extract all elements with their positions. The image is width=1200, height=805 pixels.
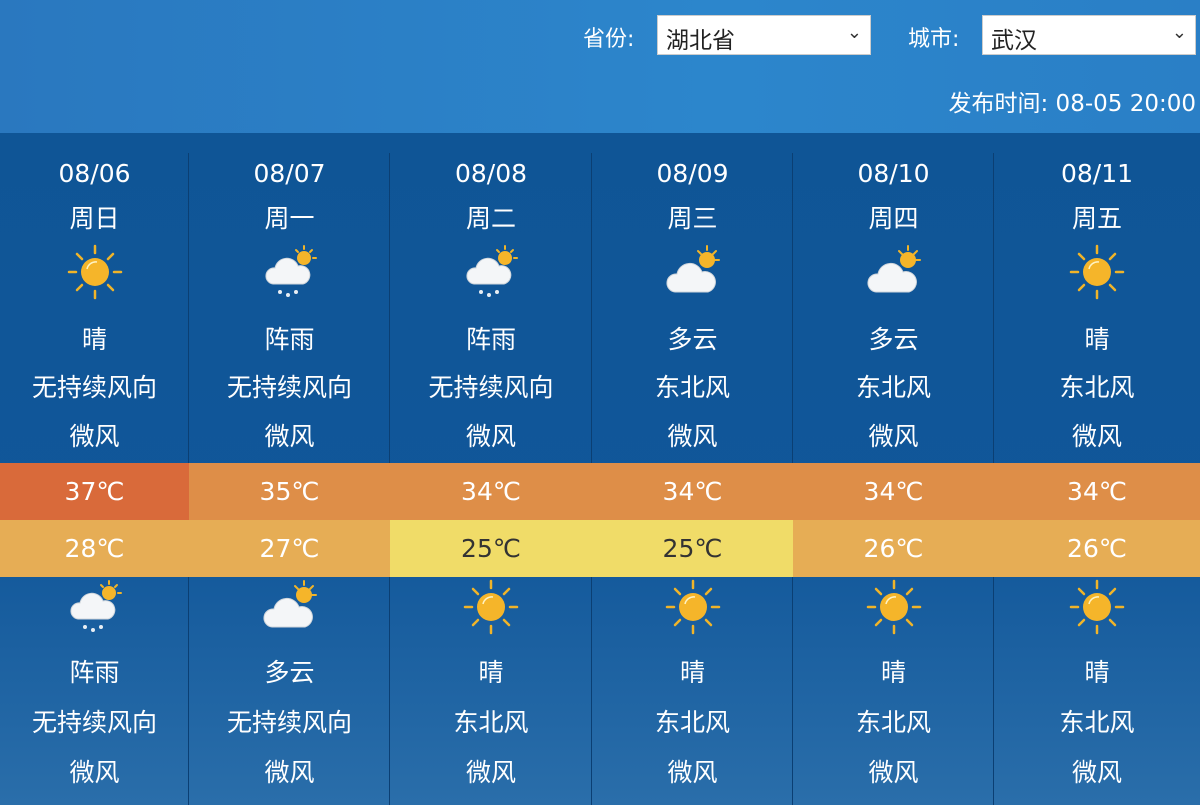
weekday: 周五 xyxy=(1071,204,1122,233)
date: 08/10 xyxy=(857,159,930,188)
high-temp: 35℃ xyxy=(189,463,390,520)
sun-icon xyxy=(663,577,723,637)
night-wind-direction: 东北风 xyxy=(1059,708,1135,737)
day-column: 08/06 周日晴无持续风向 微风 37℃ 28℃ 阵雨 无持续风向 微风 xyxy=(0,133,189,805)
night-wind-direction: 东北风 xyxy=(654,708,730,737)
rain-cloud-sun-icon xyxy=(461,242,521,302)
day-wind-power: 微风 xyxy=(1071,422,1122,451)
low-temp: 26℃ xyxy=(793,520,994,577)
night-weather: 阵雨 xyxy=(69,658,120,687)
night-wind-power: 微风 xyxy=(667,758,718,787)
day-wind-direction: 东北风 xyxy=(1059,373,1135,402)
night-wind-power: 微风 xyxy=(69,758,120,787)
province-label: 省份: xyxy=(583,27,635,52)
high-temp: 34℃ xyxy=(793,463,994,520)
day-wind-power: 微风 xyxy=(868,422,919,451)
sun-icon xyxy=(1067,242,1127,302)
day-column: 08/08 周二 阵雨 无持续风向 微风 34℃ 25℃ 晴东北风 微风 xyxy=(390,133,592,805)
day-wind-direction: 无持续风向 xyxy=(226,373,352,402)
night-wind-power: 微风 xyxy=(465,758,516,787)
night-weather: 晴 xyxy=(1084,658,1110,687)
night-wind-power: 微风 xyxy=(1071,758,1122,787)
publish-time: 发布时间: 08-05 20:00 xyxy=(948,91,1197,117)
day-wind-direction: 无持续风向 xyxy=(31,373,157,402)
date: 08/06 xyxy=(58,159,131,188)
cloud-sun-icon xyxy=(864,242,924,302)
day-wind-direction: 东北风 xyxy=(654,373,730,402)
sun-icon xyxy=(461,577,521,637)
high-temp: 34℃ xyxy=(592,463,793,520)
night-weather: 多云 xyxy=(264,658,315,687)
day-wind-power: 微风 xyxy=(69,422,120,451)
city-value: 武汉 xyxy=(991,28,1037,54)
sun-icon xyxy=(864,577,924,637)
province-select[interactable]: 湖北省 ⌄ xyxy=(657,15,871,55)
chevron-down-icon: ⌄ xyxy=(1171,22,1187,43)
day-weather: 多云 xyxy=(667,325,718,354)
high-temp: 37℃ xyxy=(0,463,189,520)
cloud-sun-icon xyxy=(663,242,723,302)
weekday: 周一 xyxy=(264,204,315,233)
night-weather: 晴 xyxy=(478,658,504,687)
day-weather: 晴 xyxy=(1084,325,1110,354)
weekday: 周日 xyxy=(69,204,120,233)
low-temp: 28℃ xyxy=(0,520,189,577)
night-weather: 晴 xyxy=(880,658,906,687)
day-wind-power: 微风 xyxy=(465,422,516,451)
date: 08/11 xyxy=(1060,159,1134,188)
low-temp: 25℃ xyxy=(390,520,592,577)
high-temp: 34℃ xyxy=(994,463,1200,520)
night-wind-direction: 无持续风向 xyxy=(31,708,157,737)
sun-icon xyxy=(1067,577,1127,637)
day-column: 08/09 周三 多云 东北风 微风 34℃ 25℃ 晴东北风 微风 xyxy=(592,133,793,805)
day-column: 08/07 周一 阵雨 无持续风向 微风 35℃ 27℃ 多云 无持续风向 微风 xyxy=(189,133,390,805)
low-temp: 27℃ xyxy=(189,520,390,577)
forecast-table: 08/06 周日晴无持续风向 微风 37℃ 28℃ 阵雨 无持续风向 微风 08/07 周一 阵雨无… xyxy=(0,133,1200,805)
chevron-down-icon: ⌄ xyxy=(846,22,862,43)
weekday: 周四 xyxy=(868,204,919,233)
day-weather: 晴 xyxy=(81,325,107,354)
low-temp: 26℃ xyxy=(994,520,1200,577)
weekday: 周三 xyxy=(667,204,718,233)
province-value: 湖北省 xyxy=(666,28,735,54)
day-weather: 多云 xyxy=(868,325,919,354)
day-wind-direction: 东北风 xyxy=(855,373,931,402)
day-wind-direction: 无持续风向 xyxy=(428,373,554,402)
day-weather: 阵雨 xyxy=(465,325,516,354)
date: 08/09 xyxy=(656,159,729,188)
night-wind-direction: 东北风 xyxy=(855,708,931,737)
day-wind-power: 微风 xyxy=(264,422,315,451)
cloud-sun-icon xyxy=(260,577,320,637)
night-wind-power: 微风 xyxy=(264,758,315,787)
day-weather: 阵雨 xyxy=(264,325,315,354)
header-bar: 省份: 湖北省 ⌄ 城市: 武汉 ⌄ 发布时间: 08-05 20:00 xyxy=(0,0,1200,133)
date: 08/07 xyxy=(253,159,326,188)
low-temp: 25℃ xyxy=(592,520,793,577)
rain-cloud-sun-icon xyxy=(65,577,125,637)
city-select[interactable]: 武汉 ⌄ xyxy=(982,15,1196,55)
date: 08/08 xyxy=(454,159,528,188)
rain-cloud-sun-icon xyxy=(260,242,320,302)
high-temp: 34℃ xyxy=(390,463,592,520)
sun-icon xyxy=(65,242,125,302)
day-column: 08/10 周四 多云 东北风 微风 34℃ 26℃ 晴东北风 微风 xyxy=(793,133,994,805)
night-wind-power: 微风 xyxy=(868,758,919,787)
day-wind-power: 微风 xyxy=(667,422,718,451)
weekday: 周二 xyxy=(465,204,516,233)
day-column: 08/11 周五晴东北风 微风 34℃ 26℃ 晴东北风 微风 xyxy=(994,133,1200,805)
night-wind-direction: 东北风 xyxy=(453,708,529,737)
night-wind-direction: 无持续风向 xyxy=(226,708,352,737)
city-label: 城市: xyxy=(908,27,960,52)
night-weather: 晴 xyxy=(679,658,705,687)
